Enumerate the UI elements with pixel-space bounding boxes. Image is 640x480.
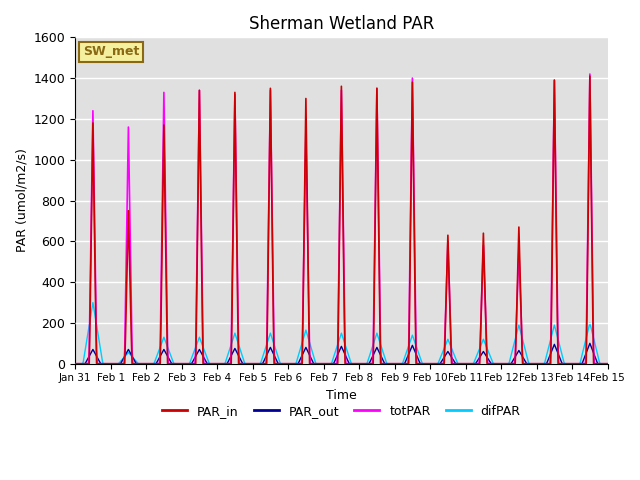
X-axis label: Time: Time (326, 389, 356, 402)
Title: Sherman Wetland PAR: Sherman Wetland PAR (249, 15, 434, 33)
Legend: PAR_in, PAR_out, totPAR, difPAR: PAR_in, PAR_out, totPAR, difPAR (157, 400, 525, 423)
Text: SW_met: SW_met (83, 46, 140, 59)
Y-axis label: PAR (umol/m2/s): PAR (umol/m2/s) (15, 149, 28, 252)
